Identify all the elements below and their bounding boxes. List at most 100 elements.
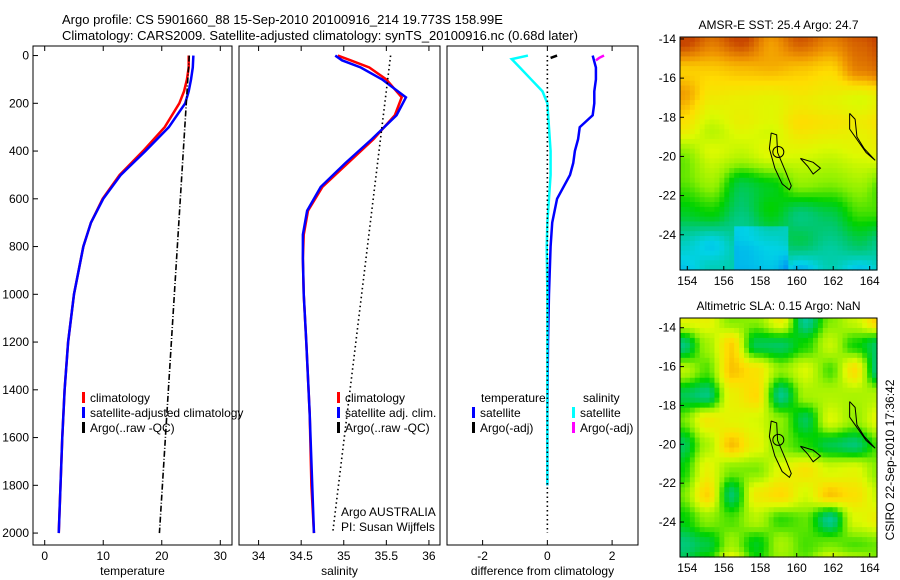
heatmap-cell	[817, 397, 824, 404]
heatmap-cell	[689, 402, 696, 409]
heatmap-cell	[842, 427, 849, 434]
heatmap-cell	[684, 216, 691, 223]
heatmap-cell	[694, 427, 701, 434]
heatmap-cell	[827, 337, 834, 344]
heatmap-cell	[739, 342, 745, 349]
heatmap-cell	[763, 163, 770, 169]
heatmap-cell	[842, 342, 849, 349]
heatmap-cell	[719, 427, 725, 434]
heatmap-cell	[704, 452, 711, 459]
heatmap-cell	[808, 114, 814, 121]
heatmap-cell	[867, 397, 873, 404]
heatmap-cell	[704, 250, 711, 257]
heatmap-cell	[729, 129, 735, 135]
heatmap-cell	[709, 487, 716, 493]
y-tick-label: -18	[659, 110, 677, 124]
heatmap-cell	[734, 206, 740, 213]
heatmap-cell	[812, 37, 819, 43]
heatmap-cell	[788, 51, 794, 58]
heatmap-cell	[773, 192, 780, 198]
heatmap-cell	[739, 37, 745, 43]
heatmap-cell	[857, 552, 863, 558]
heatmap-cell	[783, 452, 789, 459]
heatmap-cell	[842, 422, 849, 429]
heatmap-cell	[699, 37, 706, 43]
heatmap-cell	[684, 367, 691, 374]
heatmap-cell	[704, 492, 711, 498]
heatmap-cell	[778, 407, 785, 414]
heatmap-cell	[803, 250, 809, 257]
heatmap-cell	[699, 41, 706, 48]
heatmap-cell	[842, 457, 849, 463]
heatmap-cell	[763, 236, 770, 242]
heatmap-cell	[739, 51, 745, 58]
heatmap-cell	[798, 129, 804, 135]
heatmap-cell	[837, 41, 844, 48]
heatmap-cell	[739, 442, 745, 449]
heatmap-cell	[714, 507, 720, 513]
heatmap-cell	[753, 377, 760, 384]
heatmap-cell	[748, 66, 755, 72]
heatmap-cell	[689, 527, 696, 533]
heatmap-cell	[724, 322, 730, 329]
heatmap-cell	[729, 61, 735, 67]
heatmap-cell	[763, 437, 770, 444]
heatmap-cell	[862, 397, 868, 404]
heatmap-cell	[778, 422, 785, 429]
heatmap-cell	[867, 362, 873, 369]
heatmap-cell	[689, 472, 696, 478]
heatmap-cell	[842, 318, 849, 324]
heatmap-cell	[719, 37, 725, 43]
heatmap-cell	[758, 477, 765, 483]
heatmap-cell	[783, 432, 789, 439]
heatmap-cell	[699, 56, 706, 62]
heatmap-cell	[837, 231, 844, 237]
heatmap-cell	[817, 70, 824, 77]
heatmap-cell	[739, 417, 745, 424]
heatmap-cell	[803, 367, 809, 374]
heatmap-cell	[788, 367, 794, 374]
heatmap-cell	[812, 260, 819, 266]
heatmap-cell	[773, 41, 780, 48]
heatmap-cell	[778, 211, 785, 218]
heatmap-cell	[817, 85, 824, 91]
heatmap-cell	[842, 245, 849, 252]
heatmap-cell	[729, 482, 735, 488]
heatmap-cell	[734, 467, 740, 473]
temperature-panel	[32, 45, 233, 546]
heatmap-cell	[709, 517, 716, 523]
heatmap-cell	[778, 527, 785, 533]
series-line-salinity-satellite	[509, 54, 552, 486]
heatmap-cell	[788, 332, 794, 339]
heatmap-cell	[812, 240, 819, 247]
heatmap-cell	[783, 226, 789, 232]
heatmap-cell	[812, 124, 819, 130]
heatmap-cell	[744, 236, 750, 242]
heatmap-cell	[817, 129, 824, 135]
heatmap-cell	[872, 138, 878, 145]
heatmap-cell	[822, 452, 829, 459]
heatmap-cell	[689, 547, 696, 553]
heatmap-cell	[847, 402, 853, 409]
heatmap-cell	[744, 318, 750, 324]
heatmap-cell	[729, 507, 735, 513]
heatmap-cell	[857, 477, 863, 483]
heatmap-cell	[798, 527, 804, 533]
heatmap-cell	[729, 342, 735, 349]
heatmap-cell	[689, 537, 696, 543]
heatmap-cell	[827, 236, 834, 242]
heatmap-cell	[714, 202, 720, 208]
heatmap-cell	[680, 412, 686, 419]
heatmap-cell	[778, 206, 785, 213]
heatmap-cell	[744, 477, 750, 483]
heatmap-cell	[694, 177, 701, 184]
heatmap-cell	[709, 124, 716, 130]
heatmap-cell	[758, 517, 765, 523]
heatmap-cell	[744, 532, 750, 538]
heatmap-cell	[817, 382, 824, 389]
heatmap-cell	[734, 226, 740, 232]
heatmap-cell	[822, 114, 829, 121]
heatmap-cell	[793, 197, 799, 203]
heatmap-cell	[867, 337, 873, 344]
heatmap-cell	[734, 407, 740, 414]
